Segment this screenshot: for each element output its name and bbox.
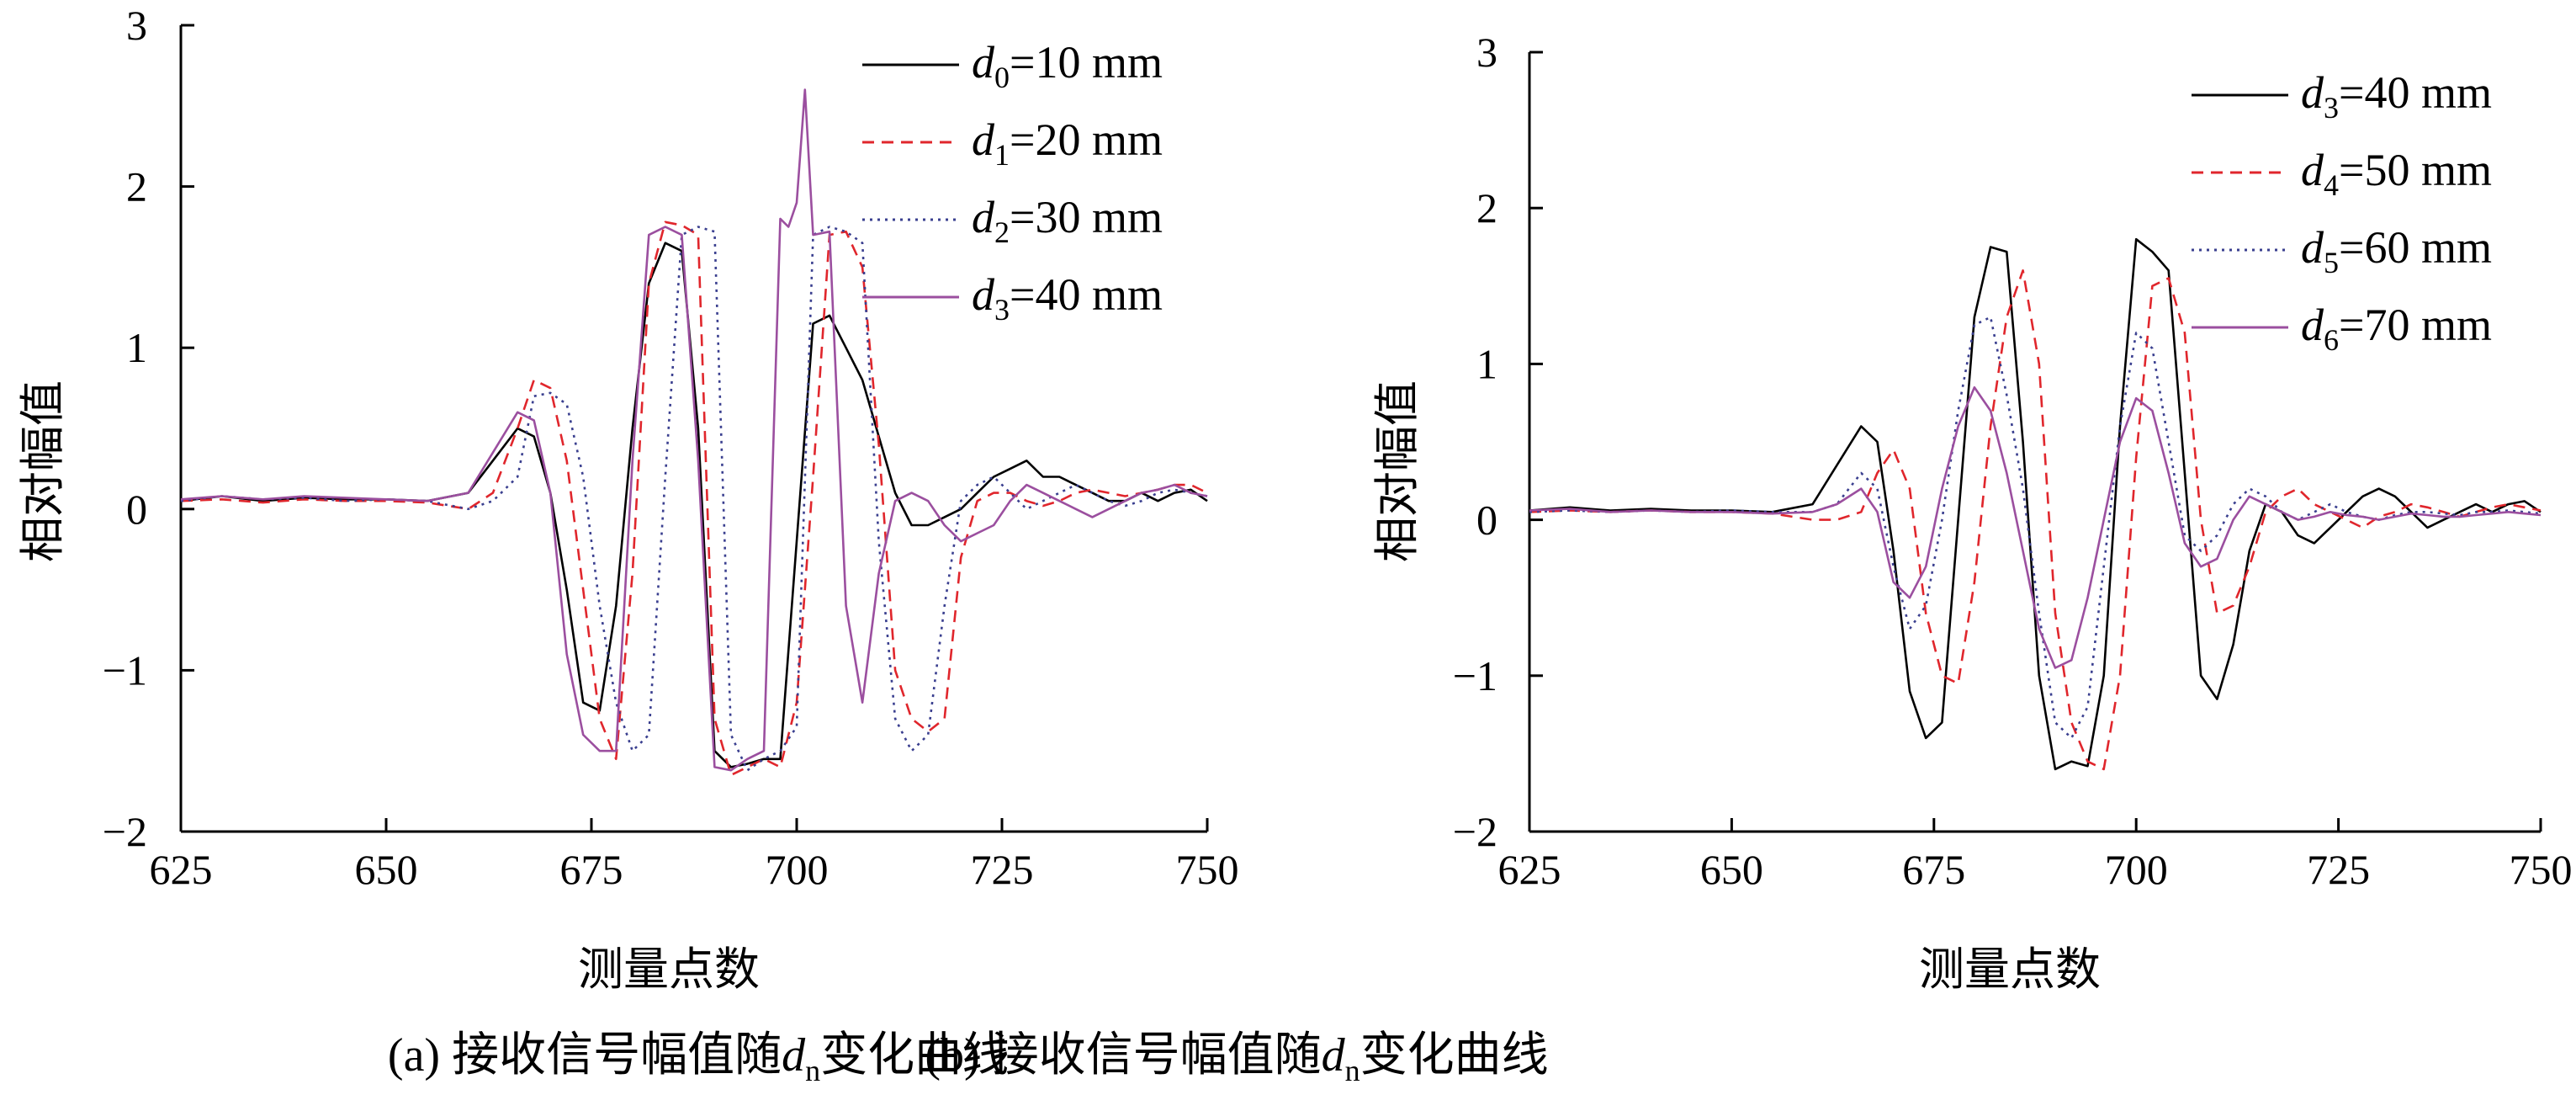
legend-entry: d4=50 mm bbox=[2301, 145, 2492, 202]
legend-entry: d6=70 mm bbox=[2301, 300, 2492, 357]
chart-caption: (a) 接收信号幅值随dn变化曲线 bbox=[388, 1029, 1009, 1087]
y-tick-label: 2 bbox=[126, 163, 147, 210]
legend-entry: d2=30 mm bbox=[972, 192, 1163, 249]
x-axis-label: 测量点数 bbox=[1919, 944, 2101, 995]
x-tick-label: 625 bbox=[150, 846, 213, 893]
series-line-d0 bbox=[180, 242, 1208, 768]
series-line-d3 bbox=[180, 88, 1208, 772]
chart-caption: (b) 接收信号幅值随dn变化曲线 bbox=[925, 1029, 1548, 1087]
y-tick-label: 1 bbox=[1476, 340, 1497, 387]
y-tick-label: −2 bbox=[1453, 808, 1497, 855]
y-tick-label: 2 bbox=[1476, 184, 1497, 231]
x-tick-label: 650 bbox=[1700, 846, 1763, 893]
legend-entry: d0=10 mm bbox=[972, 37, 1163, 94]
x-tick-label: 625 bbox=[1498, 846, 1561, 893]
x-tick-label: 675 bbox=[560, 846, 623, 893]
y-tick-label: 0 bbox=[126, 486, 147, 533]
chart-panel-a: −2 −1 0 1 2 3 625 650 675 700 725 750 测量点数 相对幅值 d0=10 … bbox=[18, 2, 1239, 1087]
y-tick-label: 1 bbox=[126, 324, 147, 371]
x-tick-label: 700 bbox=[766, 846, 829, 893]
series-line-d6 bbox=[1529, 385, 2542, 669]
y-tick-label: 0 bbox=[1476, 497, 1497, 544]
legend-entry: d5=60 mm bbox=[2301, 222, 2492, 279]
x-tick-label: 650 bbox=[355, 846, 418, 893]
x-tick-label: 675 bbox=[1902, 846, 1965, 893]
legend-entry: d3=40 mm bbox=[972, 269, 1163, 327]
series-line-d4 bbox=[1529, 268, 2542, 771]
x-tick-label: 750 bbox=[2510, 846, 2573, 893]
series-line-d5 bbox=[1529, 316, 2542, 740]
chart-panel-b: −2 −1 0 1 2 3 625 650 675 700 725 750 测量点数 相对幅值 d3=40 … bbox=[925, 29, 2572, 1087]
series-line-d3 bbox=[1529, 237, 2542, 771]
y-tick-label: 3 bbox=[1476, 29, 1497, 76]
y-tick-label: −1 bbox=[1453, 652, 1497, 699]
y-tick-label: 3 bbox=[126, 2, 147, 49]
x-tick-label: 750 bbox=[1176, 846, 1239, 893]
x-tick-label: 725 bbox=[971, 846, 1034, 893]
x-tick-label: 700 bbox=[2105, 846, 2168, 893]
y-tick-label: −2 bbox=[103, 808, 147, 855]
legend-entry: d3=40 mm bbox=[2301, 67, 2492, 125]
series-line-d1 bbox=[180, 221, 1208, 777]
x-tick-label: 725 bbox=[2307, 846, 2370, 893]
y-axis-label: 相对幅值 bbox=[1372, 380, 1423, 562]
y-axis-label: 相对幅值 bbox=[18, 380, 68, 562]
y-tick-label: −1 bbox=[103, 646, 147, 694]
legend-entry: d1=20 mm bbox=[972, 114, 1163, 172]
x-axis-label: 测量点数 bbox=[578, 944, 760, 995]
